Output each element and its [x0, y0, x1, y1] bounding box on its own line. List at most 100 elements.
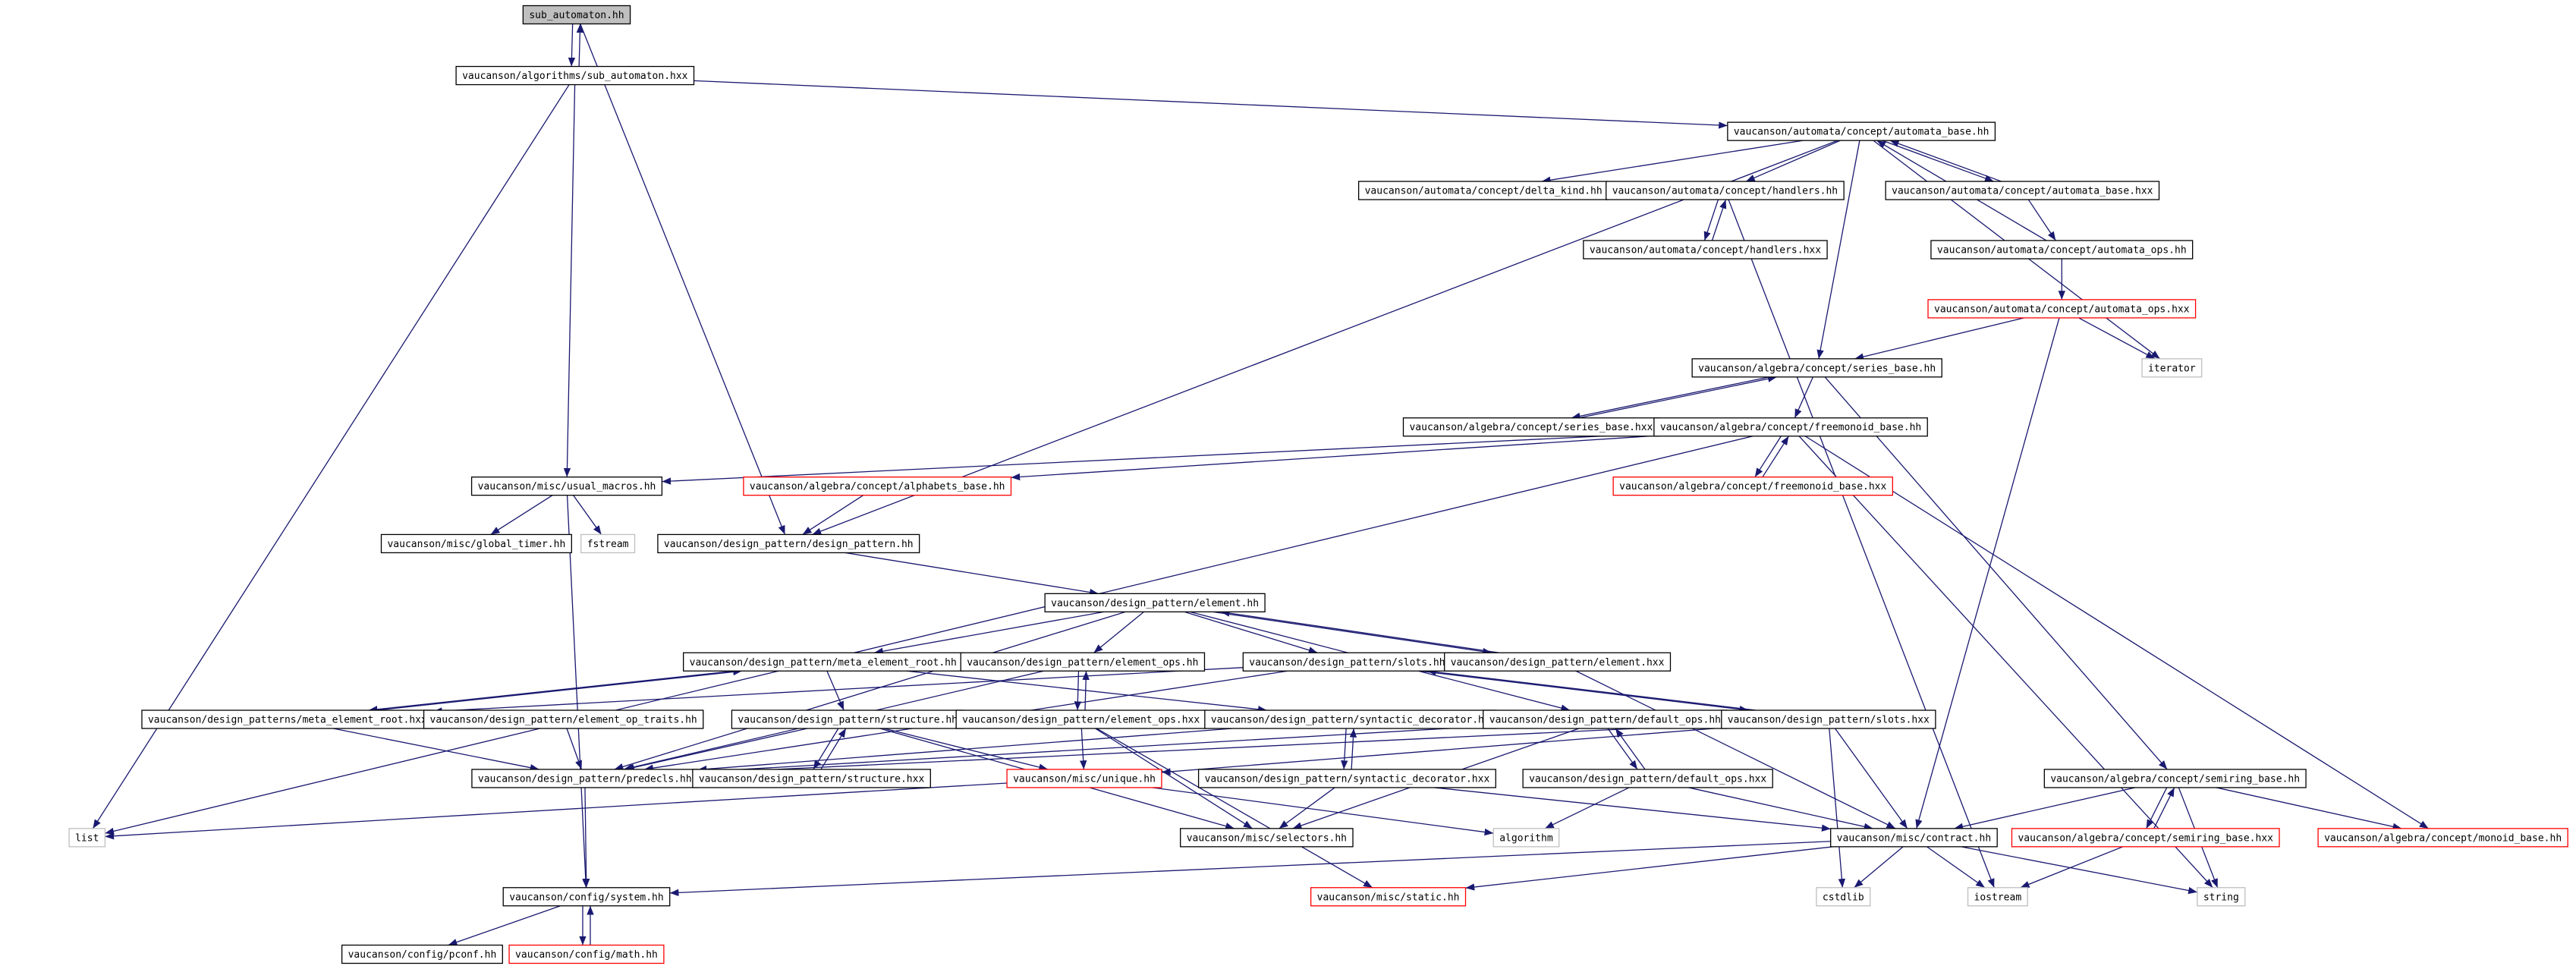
- node-label[interactable]: vaucanson/algebra/concept/series_base.hx…: [1409, 422, 1653, 433]
- node-label[interactable]: vaucanson/design_pattern/element_ops.hxx: [962, 715, 1200, 726]
- node-box[interactable]: [341, 944, 503, 964]
- node-box[interactable]: [743, 477, 1012, 496]
- file-node[interactable]: vaucanson/design_pattern/element_op_trai…: [423, 709, 704, 729]
- node-box[interactable]: [1612, 477, 1893, 496]
- node-box[interactable]: [1180, 828, 1354, 848]
- node-box[interactable]: [2011, 828, 2280, 848]
- node-label[interactable]: vaucanson/design_pattern/syntactic_decor…: [1211, 715, 1490, 726]
- node-label[interactable]: vaucanson/algebra/concept/series_base.hh: [1698, 363, 1936, 374]
- node-box[interactable]: [1691, 358, 1942, 378]
- file-node[interactable]: vaucanson/design_pattern/element.hxx: [1444, 652, 1672, 672]
- file-node[interactable]: vaucanson/automata/concept/automata_ops.…: [1930, 240, 2194, 260]
- node-label[interactable]: vaucanson/design_pattern/structure.hxx: [699, 773, 925, 785]
- node-box[interactable]: [1927, 299, 2197, 319]
- node-label[interactable]: vaucanson/automata/concept/automata_base…: [1734, 127, 1989, 138]
- node-label[interactable]: vaucanson/automata/concept/handlers.hxx: [1590, 244, 1821, 256]
- node-label[interactable]: sub_automaton.hh: [529, 10, 624, 21]
- file-node[interactable]: vaucanson/config/system.hh: [502, 887, 671, 907]
- file-node[interactable]: vaucanson/design_pattern/design_pattern.…: [657, 533, 920, 554]
- node-box[interactable]: [580, 533, 636, 554]
- node-box[interactable]: [1727, 121, 1996, 141]
- file-node[interactable]: vaucanson/design_pattern/structure.hxx: [692, 769, 931, 788]
- node-box[interactable]: [1444, 652, 1672, 672]
- file-node[interactable]: vaucanson/design_pattern/element_ops.hh: [960, 652, 1206, 672]
- node-label[interactable]: vaucanson/misc/selectors.hh: [1187, 832, 1347, 844]
- node-label[interactable]: vaucanson/design_pattern/structure.hh: [738, 715, 958, 726]
- node-label[interactable]: vaucanson/automata/concept/handlers.hh: [1612, 186, 1838, 197]
- file-node[interactable]: vaucanson/algebra/concept/series_base.hh: [1691, 358, 1942, 378]
- node-label[interactable]: vaucanson/design_pattern/design_pattern.…: [664, 539, 914, 550]
- file-node[interactable]: vaucanson/automata/concept/automata_base…: [1727, 121, 1996, 141]
- file-node[interactable]: fstream: [580, 533, 636, 554]
- file-node[interactable]: vaucanson/design_pattern/default_ops.hh: [1483, 709, 1728, 729]
- node-label[interactable]: vaucanson/algebra/concept/semiring_base.…: [2018, 832, 2273, 844]
- node-label[interactable]: iterator: [2148, 363, 2196, 374]
- file-node[interactable]: vaucanson/design_pattern/structure.hh: [731, 709, 964, 729]
- file-node[interactable]: algorithm: [1492, 828, 1560, 848]
- node-label[interactable]: vaucanson/design_pattern/default_ops.hxx: [1529, 773, 1766, 785]
- file-node[interactable]: vaucanson/algebra/concept/freemonoid_bas…: [1653, 417, 1928, 437]
- node-label[interactable]: vaucanson/automata/concept/automata_ops.…: [1937, 244, 2187, 256]
- node-box[interactable]: [1653, 417, 1928, 437]
- file-node[interactable]: vaucanson/automata/concept/handlers.hh: [1606, 181, 1845, 200]
- node-box[interactable]: [1930, 240, 2194, 260]
- node-label[interactable]: vaucanson/automata/concept/automata_ops.…: [1934, 304, 2190, 315]
- file-node[interactable]: vaucanson/config/math.hh: [508, 944, 665, 964]
- node-box[interactable]: [692, 769, 931, 788]
- node-box[interactable]: [1492, 828, 1560, 848]
- file-node[interactable]: list: [68, 828, 106, 848]
- node-label[interactable]: vaucanson/design_pattern/element.hxx: [1451, 657, 1665, 669]
- file-node[interactable]: vaucanson/design_pattern/meta_element_ro…: [683, 652, 964, 672]
- node-label[interactable]: vaucanson/algebra/concept/freemonoid_bas…: [1660, 422, 1921, 433]
- node-label[interactable]: vaucanson/design_pattern/element_ops.hh: [967, 657, 1198, 669]
- node-label[interactable]: string: [2203, 892, 2239, 903]
- node-label[interactable]: vaucanson/design_pattern/element.hh: [1051, 598, 1259, 609]
- node-label[interactable]: vaucanson/algebra/concept/monoid_base.hh: [2324, 832, 2562, 844]
- file-node[interactable]: vaucanson/algebra/concept/semiring_base.…: [2043, 769, 2307, 788]
- node-box[interactable]: [1830, 828, 1998, 848]
- node-label[interactable]: vaucanson/design_pattern/predecls.hh: [478, 773, 692, 785]
- node-box[interactable]: [683, 652, 964, 672]
- node-box[interactable]: [1044, 593, 1266, 612]
- file-node[interactable]: vaucanson/automata/concept/automata_base…: [1885, 181, 2160, 200]
- node-box[interactable]: [423, 709, 704, 729]
- node-box[interactable]: [1197, 769, 1496, 788]
- node-box[interactable]: [380, 533, 572, 554]
- file-node[interactable]: sub_automaton.hh: [522, 5, 631, 25]
- node-box[interactable]: [1816, 887, 1871, 907]
- node-label[interactable]: vaucanson/design_pattern/element_op_trai…: [430, 715, 697, 726]
- file-node[interactable]: vaucanson/automata/concept/delta_kind.hh: [1357, 181, 1609, 200]
- node-label[interactable]: vaucanson/design_pattern/slots.hxx: [1728, 715, 1930, 726]
- file-node[interactable]: iterator: [2141, 358, 2203, 378]
- node-box[interactable]: [1606, 181, 1845, 200]
- node-box[interactable]: [2197, 887, 2246, 907]
- file-node[interactable]: vaucanson/algebra/concept/semiring_base.…: [2011, 828, 2280, 848]
- node-box[interactable]: [502, 887, 671, 907]
- file-node[interactable]: vaucanson/design_pattern/default_ops.hxx: [1522, 769, 1773, 788]
- node-label[interactable]: vaucanson/design_pattern/default_ops.hh: [1489, 715, 1721, 726]
- file-node[interactable]: vaucanson/misc/selectors.hh: [1180, 828, 1354, 848]
- node-label[interactable]: list: [75, 832, 99, 844]
- file-node[interactable]: vaucanson/design_patterns/meta_element_r…: [141, 709, 434, 729]
- node-box[interactable]: [522, 5, 631, 25]
- node-box[interactable]: [1310, 887, 1467, 907]
- file-node[interactable]: vaucanson/design_pattern/element_ops.hxx: [955, 709, 1206, 729]
- file-node[interactable]: vaucanson/algorithms/sub_automaton.hxx: [455, 65, 695, 86]
- file-node[interactable]: vaucanson/misc/usual_macros.hh: [470, 477, 663, 496]
- node-label[interactable]: vaucanson/misc/static.hh: [1317, 892, 1460, 903]
- file-node[interactable]: vaucanson/algebra/concept/series_base.hx…: [1402, 417, 1660, 437]
- file-node[interactable]: vaucanson/automata/concept/automata_ops.…: [1927, 299, 2197, 319]
- file-node[interactable]: vaucanson/misc/unique.hh: [1006, 769, 1162, 788]
- node-label[interactable]: vaucanson/design_patterns/meta_element_r…: [148, 715, 427, 726]
- node-label[interactable]: vaucanson/misc/unique.hh: [1013, 773, 1156, 785]
- node-label[interactable]: vaucanson/misc/contract.hh: [1837, 832, 1992, 844]
- file-node[interactable]: cstdlib: [1816, 887, 1871, 907]
- node-box[interactable]: [1522, 769, 1773, 788]
- node-box[interactable]: [1721, 709, 1936, 729]
- node-label[interactable]: vaucanson/config/system.hh: [509, 892, 664, 903]
- node-box[interactable]: [657, 533, 920, 554]
- node-box[interactable]: [960, 652, 1206, 672]
- node-label[interactable]: cstdlib: [1823, 892, 1864, 903]
- node-box[interactable]: [470, 477, 663, 496]
- node-box[interactable]: [1204, 709, 1497, 729]
